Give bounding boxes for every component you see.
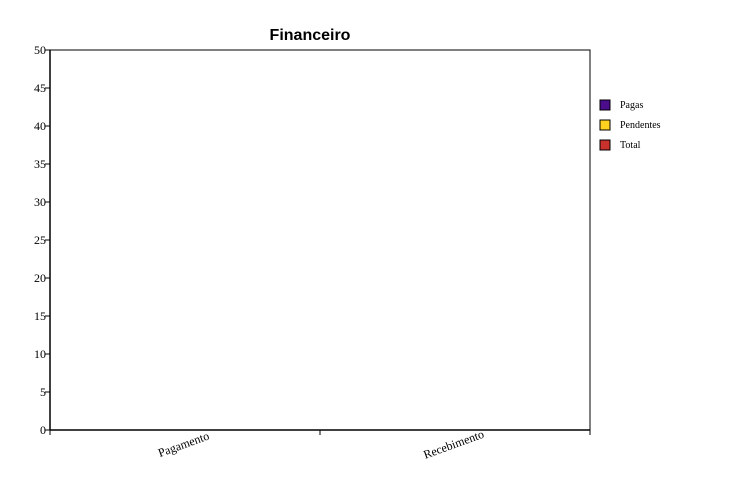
- plot-frame: [49, 49, 591, 431]
- y-tick-label: 25: [34, 233, 46, 247]
- y-tick-label: 15: [34, 309, 46, 323]
- legend-swatch: [599, 99, 611, 111]
- y-tick-label: 10: [34, 347, 46, 361]
- y-tick-label: 40: [34, 119, 46, 133]
- legend-label: Pagas: [620, 100, 643, 111]
- y-tick-label: 45: [34, 81, 46, 95]
- x-category-label: Recebimento: [421, 427, 485, 462]
- y-tick-label: 20: [34, 271, 46, 285]
- y-tick-label: 35: [34, 157, 46, 171]
- legend-label: Total: [620, 140, 641, 151]
- legend-label: Pendentes: [620, 120, 661, 131]
- x-axis: Pagamento Recebimento: [49, 427, 591, 462]
- legend: Pagas Pendentes Total: [599, 99, 661, 151]
- y-tick-label: 5: [40, 385, 46, 399]
- y-tick-label: 30: [34, 195, 46, 209]
- legend-swatch: [599, 139, 611, 151]
- y-tick-label: 50: [34, 43, 46, 57]
- legend-swatch: [599, 119, 611, 131]
- chart-title: Financeiro: [270, 27, 351, 44]
- y-tick-label: 0: [40, 423, 46, 437]
- y-axis: 0 5 10 15 20 25 30 35 40 45 50: [34, 43, 51, 437]
- x-category-label: Pagamento: [156, 429, 211, 460]
